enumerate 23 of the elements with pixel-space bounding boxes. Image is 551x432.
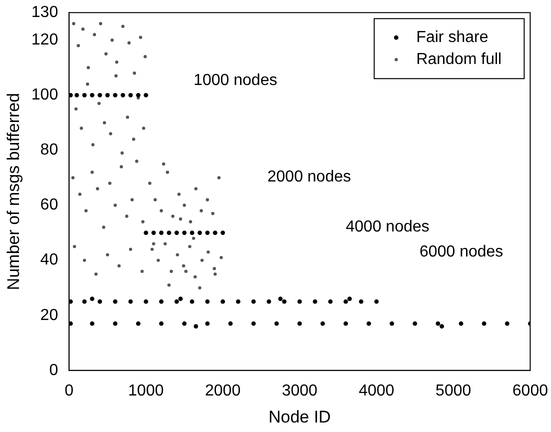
legend-label: Random full bbox=[416, 51, 502, 68]
x-tick-label: 6000 bbox=[512, 382, 548, 400]
y-tick-label: 130 bbox=[31, 4, 58, 22]
x-tick-label: 4000 bbox=[358, 382, 394, 400]
x-tick-label: 3000 bbox=[282, 382, 318, 400]
y-tick-label: 100 bbox=[31, 86, 58, 104]
x-axis-title: Node ID bbox=[268, 407, 331, 426]
annotation: 4000 nodes bbox=[346, 218, 430, 236]
y-tick-label: 0 bbox=[49, 362, 58, 379]
annotation: 6000 nodes bbox=[420, 244, 504, 261]
y-axis-title: Number of msgs bufferred bbox=[4, 92, 23, 290]
y-tick-label: 80 bbox=[40, 142, 58, 159]
y-tick-label: 20 bbox=[40, 306, 58, 324]
x-tick-label: 0 bbox=[64, 382, 74, 400]
annotation: 1000 nodes bbox=[194, 72, 278, 89]
y-tick-label: 60 bbox=[40, 196, 58, 214]
annotation: 2000 nodes bbox=[267, 168, 352, 186]
y-tick-label: 120 bbox=[31, 32, 58, 49]
y-tick-label: 40 bbox=[40, 252, 58, 269]
x-tick-label: 2000 bbox=[205, 382, 241, 400]
legend-label: Fair share bbox=[416, 29, 488, 46]
x-tick-label: 5000 bbox=[436, 382, 472, 400]
x-tick-label: 1000 bbox=[128, 382, 164, 400]
